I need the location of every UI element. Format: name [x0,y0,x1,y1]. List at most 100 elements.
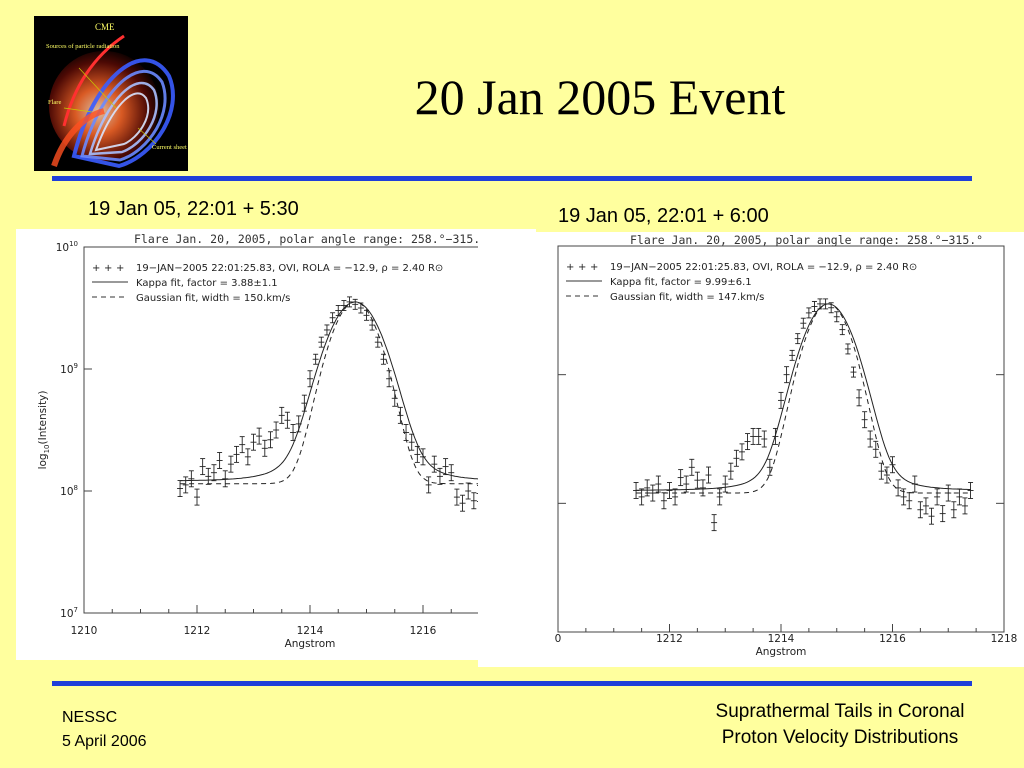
x-tick-label: 1210 [71,625,98,637]
data-point [961,497,968,515]
data-point [922,497,929,515]
panel-label-left: 19 Jan 05, 22:01 + 5:30 [88,198,299,220]
footer-org: NESSC [62,709,118,726]
data-point [677,469,684,487]
data-point [205,467,212,485]
footer-left: NESSC 5 April 2006 [62,706,147,754]
logo-label-current-sheet: Current sheet [152,144,187,151]
x-tick-label: 1216 [879,633,906,645]
data-point [340,300,347,312]
data-point [783,366,790,384]
data-point [369,319,376,331]
data-point [844,343,851,355]
data-point [295,415,302,433]
y-tick-label: 109 [60,362,78,376]
data-point [694,471,701,489]
data-point [867,430,874,448]
data-point [655,475,662,493]
data-point [705,466,712,484]
chart-panel-left: Flare Jan. 20, 2005, polar angle range: … [16,229,536,660]
data-point [722,475,729,493]
x-tick-label: 1218 [991,633,1018,645]
data-point [442,458,449,476]
data-point [660,492,667,510]
data-point [772,427,779,445]
data-point [436,467,443,485]
data-point [403,423,410,441]
data-point [738,443,745,461]
data-point [346,296,353,308]
data-point [895,479,902,497]
plot-frame [557,245,1005,633]
data-point [688,458,695,476]
data-point [733,449,740,467]
data-point [256,427,263,445]
data-point [250,433,257,451]
data-point [828,302,835,314]
data-point [822,298,829,310]
x-tick-label: 1212 [656,633,683,645]
legend-data-marker: + [116,263,124,274]
data-point [800,317,807,329]
kappa-fit-line [180,301,497,482]
y-axis-label: log10(Intensity) [37,391,51,470]
data-point [889,456,896,474]
data-point [329,312,336,324]
intensity-chart-left: Flare Jan. 20, 2005, polar angle range: … [37,232,536,650]
data-point [335,304,342,316]
footer-talk-title-line1: Suprathermal Tails in Coronal [715,701,965,722]
data-point [397,406,404,424]
data-point [744,433,751,451]
data-point [194,488,200,506]
data-point [939,505,946,523]
data-point [380,353,387,365]
data-point [182,476,189,494]
x-axis-label: Angstrom [285,638,336,650]
legend-entry-3: Gaussian fit, width = 147.km/s [610,292,764,303]
data-point [633,482,640,499]
data-point [956,488,963,506]
chart-title: Flare Jan. 20, 2005, polar angle range: … [630,233,983,247]
x-tick-label: 1216 [410,625,437,637]
data-point [789,349,796,361]
data-point [638,488,645,506]
gaussian-fit-line [636,303,971,494]
data-point [917,501,924,519]
data-point [672,488,679,506]
bottom-divider [52,681,972,686]
data-point [755,427,762,445]
data-point [761,430,768,448]
data-point [267,431,274,449]
data-point [244,448,251,466]
data-point [928,507,935,525]
legend-data-marker: + [566,262,574,273]
data-point [766,458,773,476]
data-point [284,411,291,429]
panel-label-right: 19 Jan 05, 22:01 + 6:00 [558,205,769,227]
data-point [683,475,690,493]
data-point [239,436,246,454]
data-point [750,427,757,445]
data-point [644,479,651,497]
data-point [323,324,330,336]
slide-title: 20 Jan 2005 Event [414,69,786,125]
footer-talk-title-line2: Proton Velocity Distributions [721,727,959,748]
data-point [199,458,206,476]
data-point [850,366,857,378]
legend-data-marker: + [578,262,586,273]
data-point [278,406,285,424]
legend-data-marker: + [590,262,598,273]
data-point [307,370,313,388]
x-tick-label: 0 [555,633,562,645]
data-point [934,488,941,506]
footer-date: 5 April 2006 [62,733,147,750]
data-point [312,353,319,365]
chart-panel-right: Flare Jan. 20, 2005, polar angle range: … [478,232,1024,667]
x-tick-label: 1214 [297,625,324,637]
data-point [778,391,784,409]
logo-label-flare: Flare [48,99,61,106]
data-point [470,492,477,510]
legend-data-marker: + [92,263,100,274]
data-point [420,448,426,466]
